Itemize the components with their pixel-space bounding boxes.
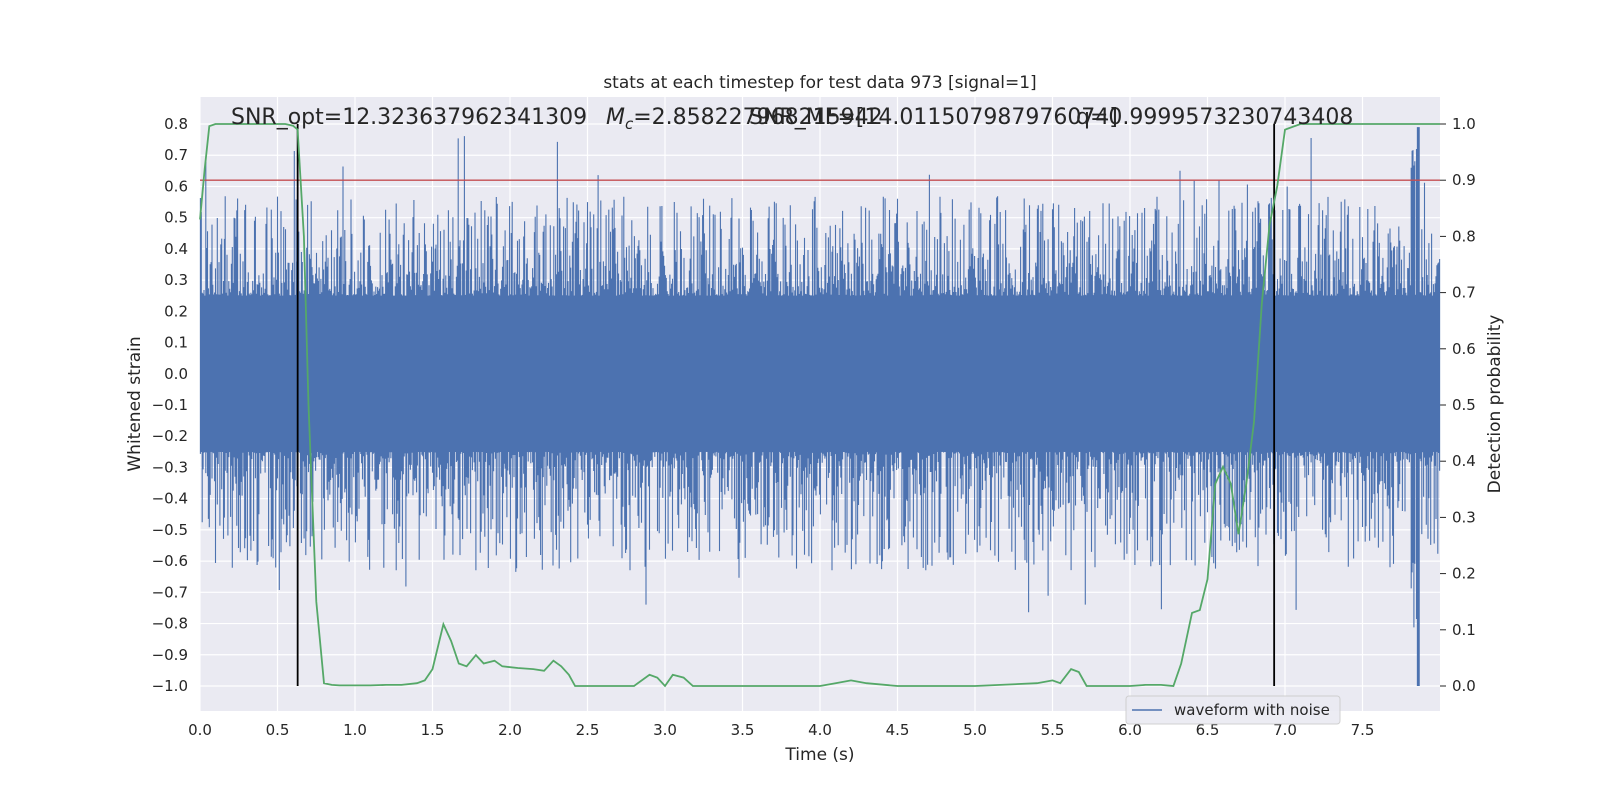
snr-mf-annotation: SNR_MF=[14.011507987976074] (749, 105, 1118, 130)
q-annotation: q=0.9999573230743408 (1076, 105, 1353, 130)
x-tick-label: 6.0 (1118, 721, 1142, 739)
y-axis-label: Whitened strain (125, 336, 145, 471)
x-tick-label: 4.0 (808, 721, 832, 739)
y-tick-label: 0.8 (164, 115, 188, 133)
probability-line (199, 123, 1440, 688)
y-tick-label: −0.8 (152, 615, 188, 633)
chirp-mass-symbol: M (606, 105, 625, 130)
waveform-trace (199, 127, 1441, 686)
y-tick-label: −0.5 (152, 521, 188, 539)
y-tick-label: −0.2 (152, 427, 188, 445)
x-tick-label: 5.0 (963, 721, 987, 739)
legend-label: waveform with noise (1174, 701, 1330, 719)
y2-tick-label: 0.8 (1452, 227, 1476, 245)
x-tick-label: 7.5 (1351, 721, 1375, 739)
x-tick-label: 0.5 (266, 721, 290, 739)
y2-tick-label: 0.3 (1452, 508, 1476, 526)
y2-tick-label: 1.0 (1452, 115, 1476, 133)
grid-y2 (1440, 123, 1446, 687)
x-tick-label: 1.0 (343, 721, 367, 739)
y2-tick-label: 0.0 (1452, 677, 1476, 695)
x-tick-label: 3.0 (653, 721, 677, 739)
y2-tick-labels: 1.0 0.9 0.8 0.7 0.6 0.5 0.4 0.3 0.2 0.1 0.0 (1452, 115, 1476, 695)
x-tick-label: 6.5 (1196, 721, 1220, 739)
y2-tick-label: 0.5 (1452, 396, 1476, 414)
x-tick-label: 0.0 (188, 721, 212, 739)
x-tick-labels: 0.0 0.5 1.0 1.5 2.0 2.5 3.0 3.5 4.0 4.5 5.0 5.5 6.0 6… (188, 721, 1374, 739)
y2-tick-label: 0.7 (1452, 284, 1476, 302)
x-tick-label: 4.5 (886, 721, 910, 739)
y2-axis-label: Detection probability (1485, 315, 1505, 494)
y-tick-labels: 0.8 0.7 0.6 0.5 0.4 0.3 0.2 0.1 0.0 −0.1 −0.2 −0.3 −… (152, 115, 188, 695)
y2-tick-label: 0.1 (1452, 621, 1476, 639)
y-tick-label: 0.7 (164, 146, 188, 164)
y2-tick-label: 0.4 (1452, 452, 1476, 470)
chirp-mass-subscript: c (625, 115, 634, 133)
y-tick-label: −0.1 (152, 396, 188, 414)
y2-tick-label: 0.2 (1452, 565, 1476, 583)
x-tick-label: 2.0 (498, 721, 522, 739)
x-tick-label: 5.5 (1041, 721, 1065, 739)
snr-opt-annotation: SNR_opt=12.323637962341309 (231, 105, 587, 130)
y-tick-label: 0.4 (164, 240, 188, 258)
y-tick-label: 0.1 (164, 334, 188, 352)
y-tick-label: −0.7 (152, 583, 188, 601)
y-tick-label: 0.5 (164, 209, 188, 227)
legend-box (1125, 695, 1341, 725)
chirp-mass-value: =2.858227968215942 (633, 105, 882, 130)
y-tick-label: 0.0 (164, 365, 188, 383)
x-tick-label: 3.5 (731, 721, 755, 739)
y-tick-label: −0.9 (152, 646, 188, 664)
y-tick-label: −1.0 (152, 677, 188, 695)
legend: waveform with noise (1125, 695, 1341, 725)
waveform-series (199, 127, 1441, 686)
x-axis-label: Time (s) (784, 745, 854, 765)
y2-tick-label: 0.6 (1452, 340, 1476, 358)
x-tick-label: 1.5 (421, 721, 445, 739)
chart-title: stats at each timestep for test data 973… (603, 73, 1036, 93)
y2-tick-label: 0.9 (1452, 171, 1476, 189)
x-tick-label: 2.5 (576, 721, 600, 739)
chirp-mass-annotation: Mc=2.858227968215942 (606, 105, 883, 133)
y-tick-label: 0.6 (164, 177, 188, 195)
x-tick-label: 7.0 (1273, 721, 1297, 739)
y-tick-label: −0.4 (152, 490, 188, 508)
vertical-markers (296, 124, 1276, 686)
y-tick-label: −0.6 (152, 552, 188, 570)
y-tick-label: 0.3 (164, 271, 188, 289)
y-tick-label: 0.2 (164, 302, 188, 320)
y-tick-label: −0.3 (152, 458, 188, 476)
